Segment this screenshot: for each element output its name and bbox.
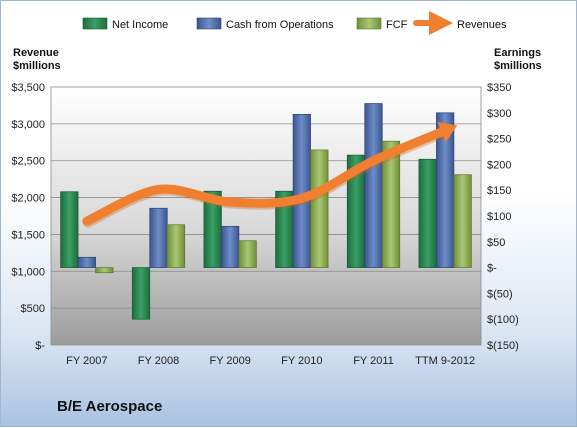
bar-fcf-fy-2009	[238, 240, 257, 268]
bar-fcf-fy-2011	[381, 140, 401, 268]
revenue-line	[82, 121, 458, 228]
bar-cash-from-operations-fy-2010	[292, 113, 311, 268]
left-tick-label-1: $500	[21, 303, 45, 315]
bar-net-income-fy-2008	[131, 267, 151, 320]
x-tick-label-fy-2009: FY 2009	[209, 355, 250, 367]
revenue-point-fy-2009	[229, 201, 231, 203]
bar-fcf-ttm-9-2012	[453, 174, 472, 268]
legend-label-net-income: Net Income	[112, 19, 168, 31]
right-tick-label-10: $350	[487, 82, 511, 94]
right-tick-label-3: $-	[487, 263, 497, 275]
chart-title: B/E Aerospace	[57, 398, 163, 415]
right-tick-label-6: $150	[487, 185, 511, 197]
bar-cash-from-operations-fy-2008	[149, 207, 168, 268]
left-tick-label-5: $2,500	[11, 156, 45, 168]
left-tick-label-7: $3,500	[11, 82, 45, 94]
right-tick-label-1: $(100)	[487, 314, 519, 326]
legend: Net Income Cash from Operations FCF Reve…	[82, 11, 507, 35]
right-tick-label-9: $300	[487, 108, 511, 120]
bar-cash-from-operations-fy-2011	[364, 103, 383, 268]
right-tick-label-0: $(150)	[487, 340, 519, 352]
bar-net-income-fy-2007	[60, 191, 79, 268]
plot-area	[50, 86, 482, 346]
right-tick-label-8: $250	[487, 134, 511, 146]
x-tick-label-fy-2007: FY 2007	[66, 355, 107, 367]
revenue-arrowhead	[437, 121, 458, 143]
right-tick-label-4: $50	[487, 237, 505, 249]
left-tick-label-6: $3,000	[11, 119, 45, 131]
right-tick-label-7: $200	[487, 159, 511, 171]
bar-fcf-fy-2007	[95, 267, 114, 274]
bars	[60, 103, 472, 320]
x-tick-label-ttm-9-2012: TTM 9-2012	[415, 355, 475, 367]
revenue-point-fy-2008	[157, 188, 160, 191]
bar-fcf-fy-2010	[310, 149, 329, 268]
left-axis-title-line2: $millions	[13, 60, 61, 72]
legend-label-revenues: Revenues	[457, 19, 507, 31]
x-tick-label-fy-2010: FY 2010	[281, 355, 322, 367]
right-tick-label-5: $100	[487, 211, 511, 223]
left-axis-title-line1: Revenue	[13, 47, 59, 59]
left-tick-label-2: $1,000	[11, 266, 45, 278]
bar-cash-from-operations-fy-2007	[77, 256, 96, 268]
revenue-point-fy-2007	[86, 220, 88, 222]
left-tick-label-4: $2,000	[11, 193, 45, 205]
right-axis-title-line1: Earnings	[494, 47, 541, 59]
right-axis-title-line2: $millions	[494, 60, 542, 72]
x-tick-label-fy-2008: FY 2008	[138, 355, 179, 367]
right-tick-label-2: $(50)	[487, 288, 513, 300]
legend-label-cash-from-operations: Cash from Operations	[226, 19, 334, 31]
bar-net-income-ttm-9-2012	[418, 158, 437, 268]
legend-label-fcf: FCF	[386, 19, 408, 31]
revenue-point-fy-2010	[301, 197, 303, 200]
left-tick-label-3: $1,500	[11, 229, 45, 241]
right-axis-ticks: $(150) $(100) $(50) $- $50 $100 $150 $200 $250 $3…	[487, 82, 519, 352]
bar-fcf-fy-2008	[166, 224, 186, 268]
bar-cash-from-operations-fy-2009	[221, 225, 240, 268]
left-tick-label-0: $-	[35, 340, 45, 352]
legend-swatch-net-income	[82, 17, 108, 30]
legend-swatch-fcf	[356, 17, 382, 30]
x-axis-ticks: FY 2007 FY 2008 FY 2009 FY 2010 FY 2011 TTM 9…	[66, 355, 475, 367]
x-tick-label-fy-2011: FY 2011	[353, 355, 394, 367]
revenue-point-ttm-9-2012	[444, 129, 446, 132]
revenue-point-fy-2011	[372, 159, 375, 162]
left-axis-ticks: $- $500 $1,000 $1,500 $2,000 $2,500 $3,000 $3,5…	[11, 82, 45, 352]
legend-swatch-cash-from-operations	[196, 17, 222, 30]
revenue-line-path	[82, 125, 450, 226]
